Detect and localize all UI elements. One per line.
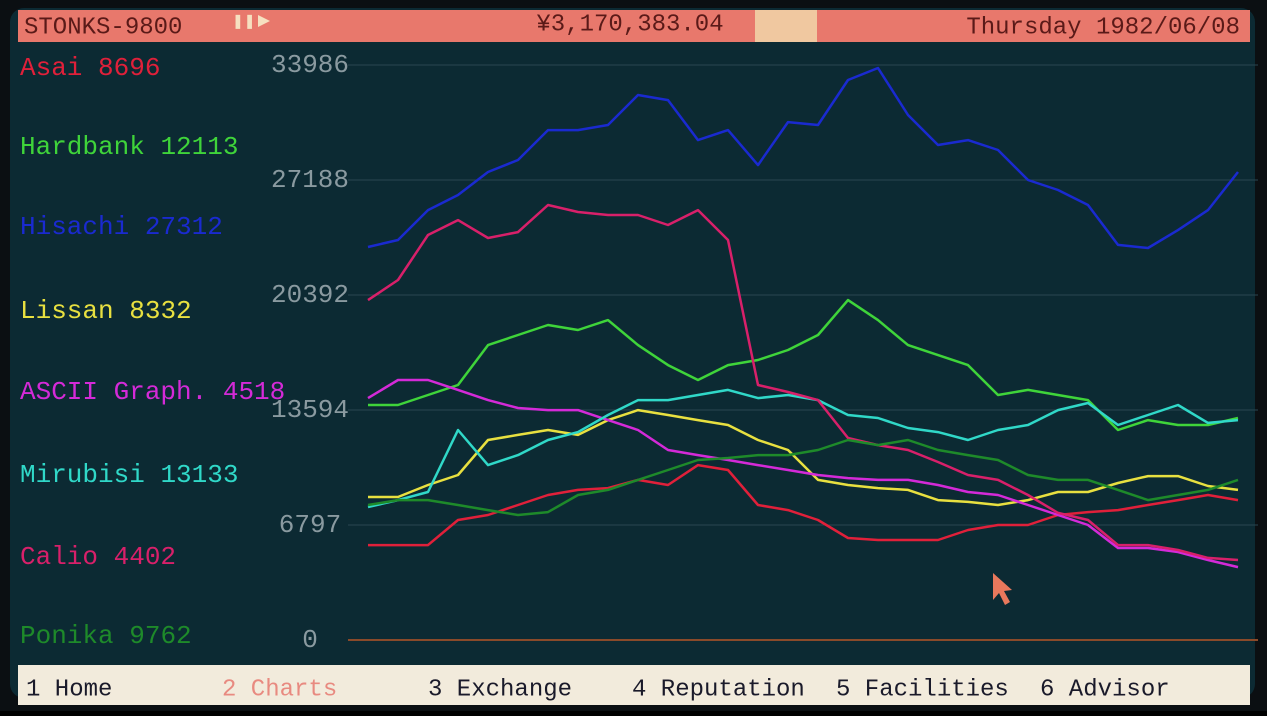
nav-bar — [18, 665, 1250, 705]
series-line — [367, 203, 1239, 562]
legend-value: 12113 — [160, 132, 238, 162]
series-line — [368, 463, 1239, 547]
legend-entry: Hardbank 12113 — [20, 132, 238, 162]
legend-value: 13133 — [160, 460, 238, 490]
y-tick-label: 20392 — [271, 280, 349, 310]
nav-item[interactable]: 2 Charts — [222, 676, 337, 703]
y-tick-label: 13594 — [271, 395, 349, 425]
legend-name: Hardbank — [20, 132, 145, 162]
y-tick-label: 6797 — [279, 510, 341, 540]
date: Thursday 1982/06/08 — [966, 14, 1240, 41]
legend-value: 8332 — [129, 296, 191, 326]
series-line — [368, 298, 1239, 432]
chart: 0 6797 13594 20392 27188 33986 Asai 8696 Hardba… — [20, 50, 1258, 655]
play-icon[interactable] — [258, 15, 270, 27]
y-tick-label: 33986 — [271, 50, 349, 80]
pause-icon[interactable]: ❚❚ — [232, 15, 255, 31]
legend-name: ASCII Graph. — [20, 377, 207, 407]
legend-value: 9762 — [129, 621, 191, 651]
header-bar — [18, 10, 1250, 42]
legend-value: 8696 — [98, 53, 160, 83]
legend-entry: Ponika 9762 — [20, 621, 192, 651]
legend-value: 4518 — [223, 377, 285, 407]
legend-entry: Asai 8696 — [20, 53, 160, 83]
y-tick-label: 27188 — [271, 165, 349, 195]
legend-value: 27312 — [145, 212, 223, 242]
legend-name: Lissan — [20, 296, 114, 326]
money: ¥3,170,383.04 — [536, 11, 723, 38]
nav-item[interactable]: 1 Home — [26, 676, 112, 703]
cursor — [993, 573, 1012, 605]
y-tick-label: 0 — [302, 625, 318, 655]
legend-name: Calio — [20, 542, 98, 572]
nav-item[interactable]: 3 Exchange — [428, 676, 572, 703]
header-block — [755, 10, 817, 42]
legend-name: Hisachi — [20, 212, 129, 242]
series-line — [367, 66, 1239, 250]
nav-item[interactable]: 6 Advisor — [1040, 676, 1170, 703]
display — [10, 8, 1255, 698]
legend-value: 4402 — [114, 542, 176, 572]
legend-name: Ponika — [20, 621, 114, 651]
series-line — [368, 408, 1239, 507]
legend-entry: Hisachi 27312 — [20, 212, 223, 242]
series-line — [367, 388, 1239, 509]
legend-entry: Calio 4402 — [20, 542, 176, 572]
legend-name: Mirubisi — [20, 460, 145, 490]
nav: 1 Home 2 Charts 3 Exchange 4 Reputation 5 Fa… — [26, 676, 1170, 703]
series-line — [367, 378, 1239, 569]
app-title: STONKS-9800 — [24, 14, 182, 41]
legend-entry: Mirubisi 13133 — [20, 460, 238, 490]
legend-entry: ASCII Graph. 4518 — [20, 377, 285, 407]
legend-entry: Lissan 8332 — [20, 296, 192, 326]
legend-name: Asai — [20, 53, 82, 83]
nav-item[interactable]: 5 Facilities — [836, 676, 1009, 703]
series-line — [367, 438, 1239, 517]
nav-item[interactable]: 4 Reputation — [632, 676, 805, 703]
